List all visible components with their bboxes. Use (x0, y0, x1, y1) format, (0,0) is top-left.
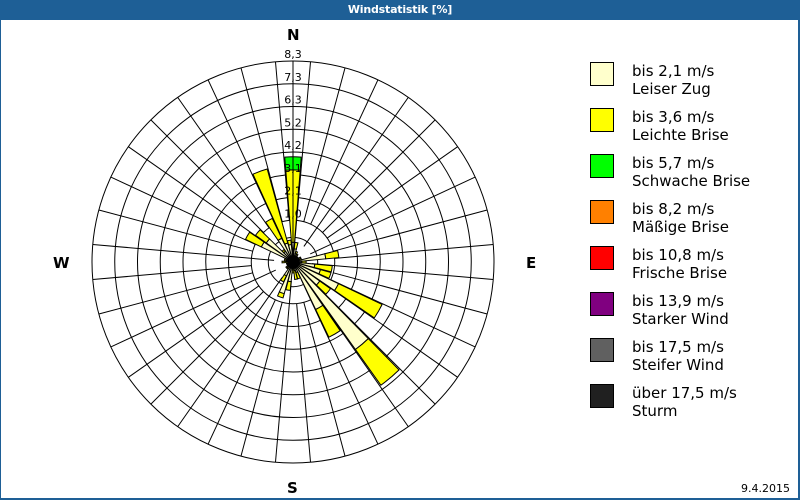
legend-swatch (590, 108, 614, 132)
legend-label: über 17,5 m/s Sturm (632, 384, 737, 420)
legend-label: bis 2,1 m/s Leiser Zug (632, 62, 715, 98)
ring-label: 5,2 (284, 116, 302, 129)
ring-label: 1,0 (284, 207, 302, 220)
chart-panel: 1,0 2,1 3,1 4,2 5,2 6,3 7,3 8,3 N E S W bis 2,1… (1, 20, 798, 498)
legend-item: über 17,5 m/s Sturm (590, 384, 790, 430)
wind-sector (244, 231, 265, 248)
legend-label: bis 17,5 m/s Steifer Wind (632, 338, 724, 374)
legend-label: bis 5,7 m/s Schwache Brise (632, 154, 751, 190)
wind-sector (315, 280, 332, 295)
window-title: Windstatistik [%] (347, 3, 453, 16)
wind-sector (313, 263, 333, 273)
ring-label: 3,1 (284, 162, 302, 175)
wind-sector (295, 253, 299, 258)
wind-sector (294, 250, 299, 255)
legend-item: bis 3,6 m/s Leichte Brise (590, 108, 790, 154)
ring-label: 4,2 (284, 139, 302, 152)
compass-west-label: W (53, 254, 70, 272)
legend-swatch (590, 384, 614, 408)
legend-item: bis 17,5 m/s Steifer Wind (590, 338, 790, 384)
legend-item: bis 2,1 m/s Leiser Zug (590, 62, 790, 108)
wind-sector (293, 269, 299, 281)
legend-swatch (590, 200, 614, 224)
wind-sector (252, 168, 289, 245)
wind-rose-chart: 1,0 2,1 3,1 4,2 5,2 6,3 7,3 8,3 (91, 48, 495, 464)
ring-label: 7,3 (284, 71, 302, 84)
wind-sector (279, 273, 288, 283)
compass-south-label: S (287, 479, 298, 497)
wind-sector (318, 269, 332, 280)
wind-sector (324, 249, 340, 260)
ring-label: 2,1 (284, 185, 302, 198)
wind-sector (254, 229, 271, 244)
legend-swatch (590, 62, 614, 86)
wind-sector (276, 291, 285, 299)
ring-label: 6,3 (284, 94, 302, 107)
date-label: 9.4.2015 (741, 482, 790, 495)
wind-sector (354, 337, 400, 386)
legend-swatch (590, 246, 614, 270)
wind-sector (264, 217, 283, 242)
legend-label: bis 8,2 m/s Mäßige Brise (632, 200, 729, 236)
compass-east-label: E (526, 254, 537, 272)
compass-north-label: N (287, 26, 300, 44)
legend-swatch (590, 338, 614, 362)
wind-sector (293, 241, 299, 250)
legend-label: bis 13,9 m/s Starker Wind (632, 292, 729, 328)
legend-item: bis 10,8 m/s Frische Brise (590, 246, 790, 292)
wind-sector (333, 283, 383, 319)
legend-item: bis 8,2 m/s Mäßige Brise (590, 200, 790, 246)
wind-sector (285, 265, 290, 269)
legend-item: bis 13,9 m/s Starker Wind (590, 292, 790, 338)
legend-item: bis 5,7 m/s Schwache Brise (590, 154, 790, 200)
legend-swatch (590, 154, 614, 178)
legend-label: bis 3,6 m/s Leichte Brise (632, 108, 729, 144)
legend-label: bis 10,8 m/s Frische Brise (632, 246, 728, 282)
ring-label: 8,3 (284, 48, 302, 61)
wind-sector (286, 239, 292, 246)
legend-swatch (590, 292, 614, 316)
wind-sector (314, 304, 341, 338)
